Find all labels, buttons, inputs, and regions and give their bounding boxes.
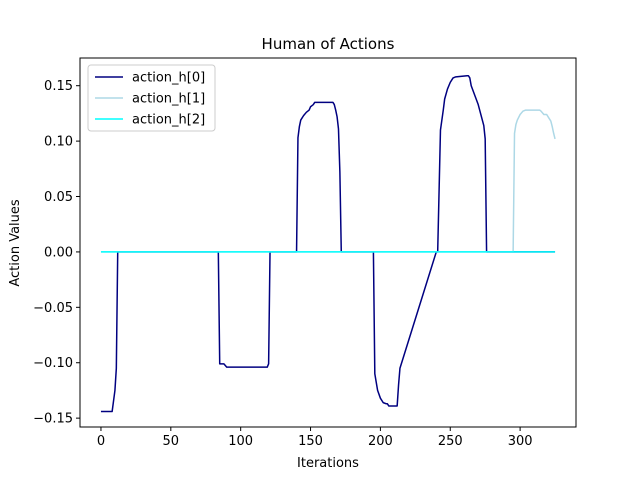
plot-frame <box>79 57 577 428</box>
y-tick-label: 0.10 <box>44 135 73 150</box>
chart-title: Human of Actions <box>262 35 395 53</box>
axes: 0 50 100 150 200 250 300 −0.15 −0.10 −0.05 0.00 0.0… <box>33 79 532 449</box>
x-tick-label: 200 <box>368 434 393 449</box>
y-tick-label: −0.05 <box>33 301 73 316</box>
series-layer <box>100 74 556 413</box>
series-line-1 <box>100 109 556 253</box>
legend-label-2: action_h[2] <box>132 113 205 128</box>
x-tick-label: 150 <box>298 434 323 449</box>
legend-label-1: action_h[1] <box>132 92 205 107</box>
x-axis-label: Iterations <box>297 456 359 471</box>
legend-label-0: action_h[0] <box>132 71 205 86</box>
y-tick-label: −0.10 <box>33 356 73 371</box>
y-tick-label: 0.05 <box>44 190 73 205</box>
y-axis-label: Action Values <box>8 199 23 287</box>
series-line-0 <box>100 74 556 413</box>
x-tick-label: 0 <box>97 434 105 449</box>
legend-box <box>87 64 216 132</box>
x-tick-label: 100 <box>228 434 253 449</box>
y-tick-label: −0.15 <box>33 412 73 427</box>
y-tick-label: 0.00 <box>44 245 73 260</box>
y-tick-label: 0.15 <box>44 79 73 94</box>
legend: action_h[0] action_h[1] action_h[2] <box>87 64 216 132</box>
x-tick-label: 250 <box>438 434 463 449</box>
x-tick-label: 50 <box>163 434 180 449</box>
x-tick-label: 300 <box>508 434 533 449</box>
